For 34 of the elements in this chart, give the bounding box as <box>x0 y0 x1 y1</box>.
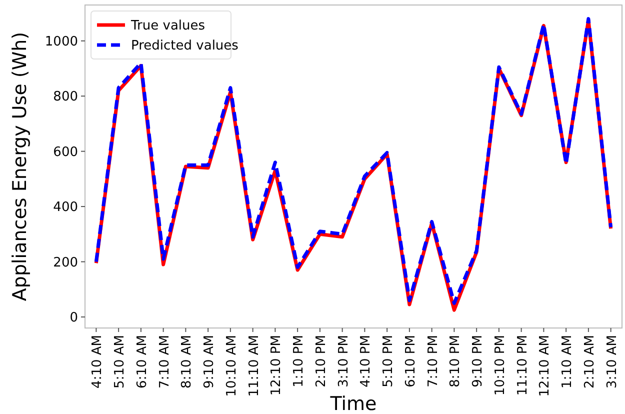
x-tick-label: 2:10 PM <box>314 335 329 388</box>
y-tick-label: 1000 <box>44 34 78 50</box>
x-tick-label: 12:10 PM <box>269 335 284 396</box>
x-tick-label: 10:10 PM <box>492 335 508 396</box>
x-tick-label: 5:10 PM <box>381 335 396 388</box>
x-tick-label: 7:10 AM <box>157 335 172 388</box>
x-tick-label: 12:10 AM <box>538 335 553 397</box>
x-tick-label: 11:10 AM <box>246 335 262 397</box>
x-tick-label: 7:10 PM <box>426 335 441 388</box>
y-tick-label: 600 <box>53 144 78 160</box>
y-tick-label: 400 <box>53 200 78 216</box>
x-tick-label: 3:10 AM <box>604 335 620 388</box>
x-tick-label: 4:10 PM <box>358 335 374 388</box>
y-tick-label: 0 <box>70 310 78 326</box>
y-axis-title: Appliances Energy Use (Wh) <box>9 32 31 302</box>
x-tick-label: 1:10 AM <box>560 335 576 388</box>
x-tick-label: 5:10 AM <box>112 335 128 388</box>
y-tick-label: 200 <box>53 255 78 270</box>
x-tick-label: 4:10 AM <box>90 335 106 388</box>
x-tick-label: 9:10 AM <box>202 335 218 388</box>
legend-label: Predicted values <box>131 38 239 54</box>
x-tick-label: 1:10 PM <box>292 335 307 388</box>
x-tick-label: 9:10 PM <box>470 335 486 388</box>
x-tick-label: 10:10 AM <box>224 335 240 397</box>
x-tick-label: 3:10 PM <box>336 335 352 388</box>
x-tick-label: 8:10 AM <box>180 335 195 388</box>
legend-label: True values <box>130 18 206 34</box>
x-tick-label: 6:10 PM <box>403 335 418 388</box>
x-axis-title: Time <box>329 393 377 414</box>
y-tick-label: 800 <box>53 90 78 105</box>
x-tick-label: 8:10 PM <box>448 335 464 388</box>
x-tick-label: 6:10 AM <box>134 335 150 388</box>
x-tick-label: 2:10 AM <box>582 335 598 388</box>
x-tick-label: 11:10 PM <box>515 335 530 396</box>
